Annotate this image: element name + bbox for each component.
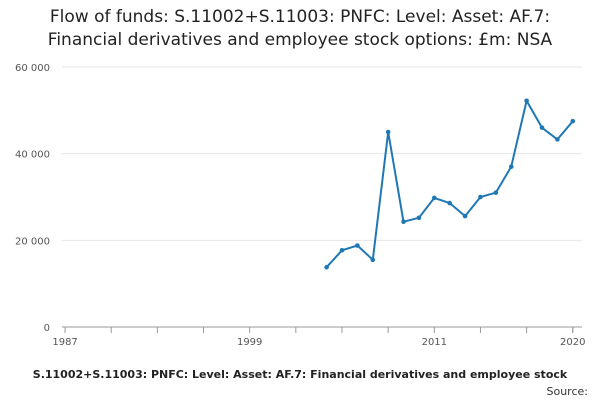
x-tick-label: 1999 [237,337,262,348]
y-tick-label: 40 000 [15,150,50,161]
axes: 0 20 000 40 000 60 000 1987 1999 2011 2020 [15,63,585,348]
data-point[interactable] [324,264,329,270]
data-point[interactable] [401,219,406,224]
data-point[interactable] [570,118,576,124]
y-tick-label: 20 000 [15,236,50,247]
data-point[interactable] [508,164,514,169]
series-layer [324,98,576,270]
data-point[interactable] [555,137,560,142]
x-tick-label: 2011 [422,337,447,348]
chart-title-line-2: Financial derivatives and employee stock… [47,30,553,50]
grid-lines [62,66,582,328]
data-point[interactable] [462,213,468,219]
data-point[interactable] [370,257,376,263]
series-line [325,99,574,268]
series-label: S.11002+S.11003: PNFC: Level: Asset: AF.… [33,368,568,381]
data-point[interactable] [539,125,545,130]
chart-title-line-1: Flow of funds: S.11002+S.11003: PNFC: Le… [49,7,551,27]
x-tick-label: 1987 [52,337,77,348]
y-tick-label: 60 000 [15,63,50,74]
data-point[interactable] [524,98,529,104]
data-point[interactable] [432,195,437,201]
data-point[interactable] [355,243,360,248]
data-point[interactable] [447,200,452,206]
chart-title: Flow of funds: S.11002+S.11003: PNFC: Le… [0,6,600,52]
data-point[interactable] [385,129,391,135]
data-point[interactable] [416,215,422,221]
data-point[interactable] [493,190,499,195]
x-tick-label: 2020 [560,337,585,348]
y-tick-label: 0 [44,323,50,334]
data-point[interactable] [478,194,483,200]
source-label: Source: [547,385,589,398]
data-point[interactable] [339,248,345,253]
